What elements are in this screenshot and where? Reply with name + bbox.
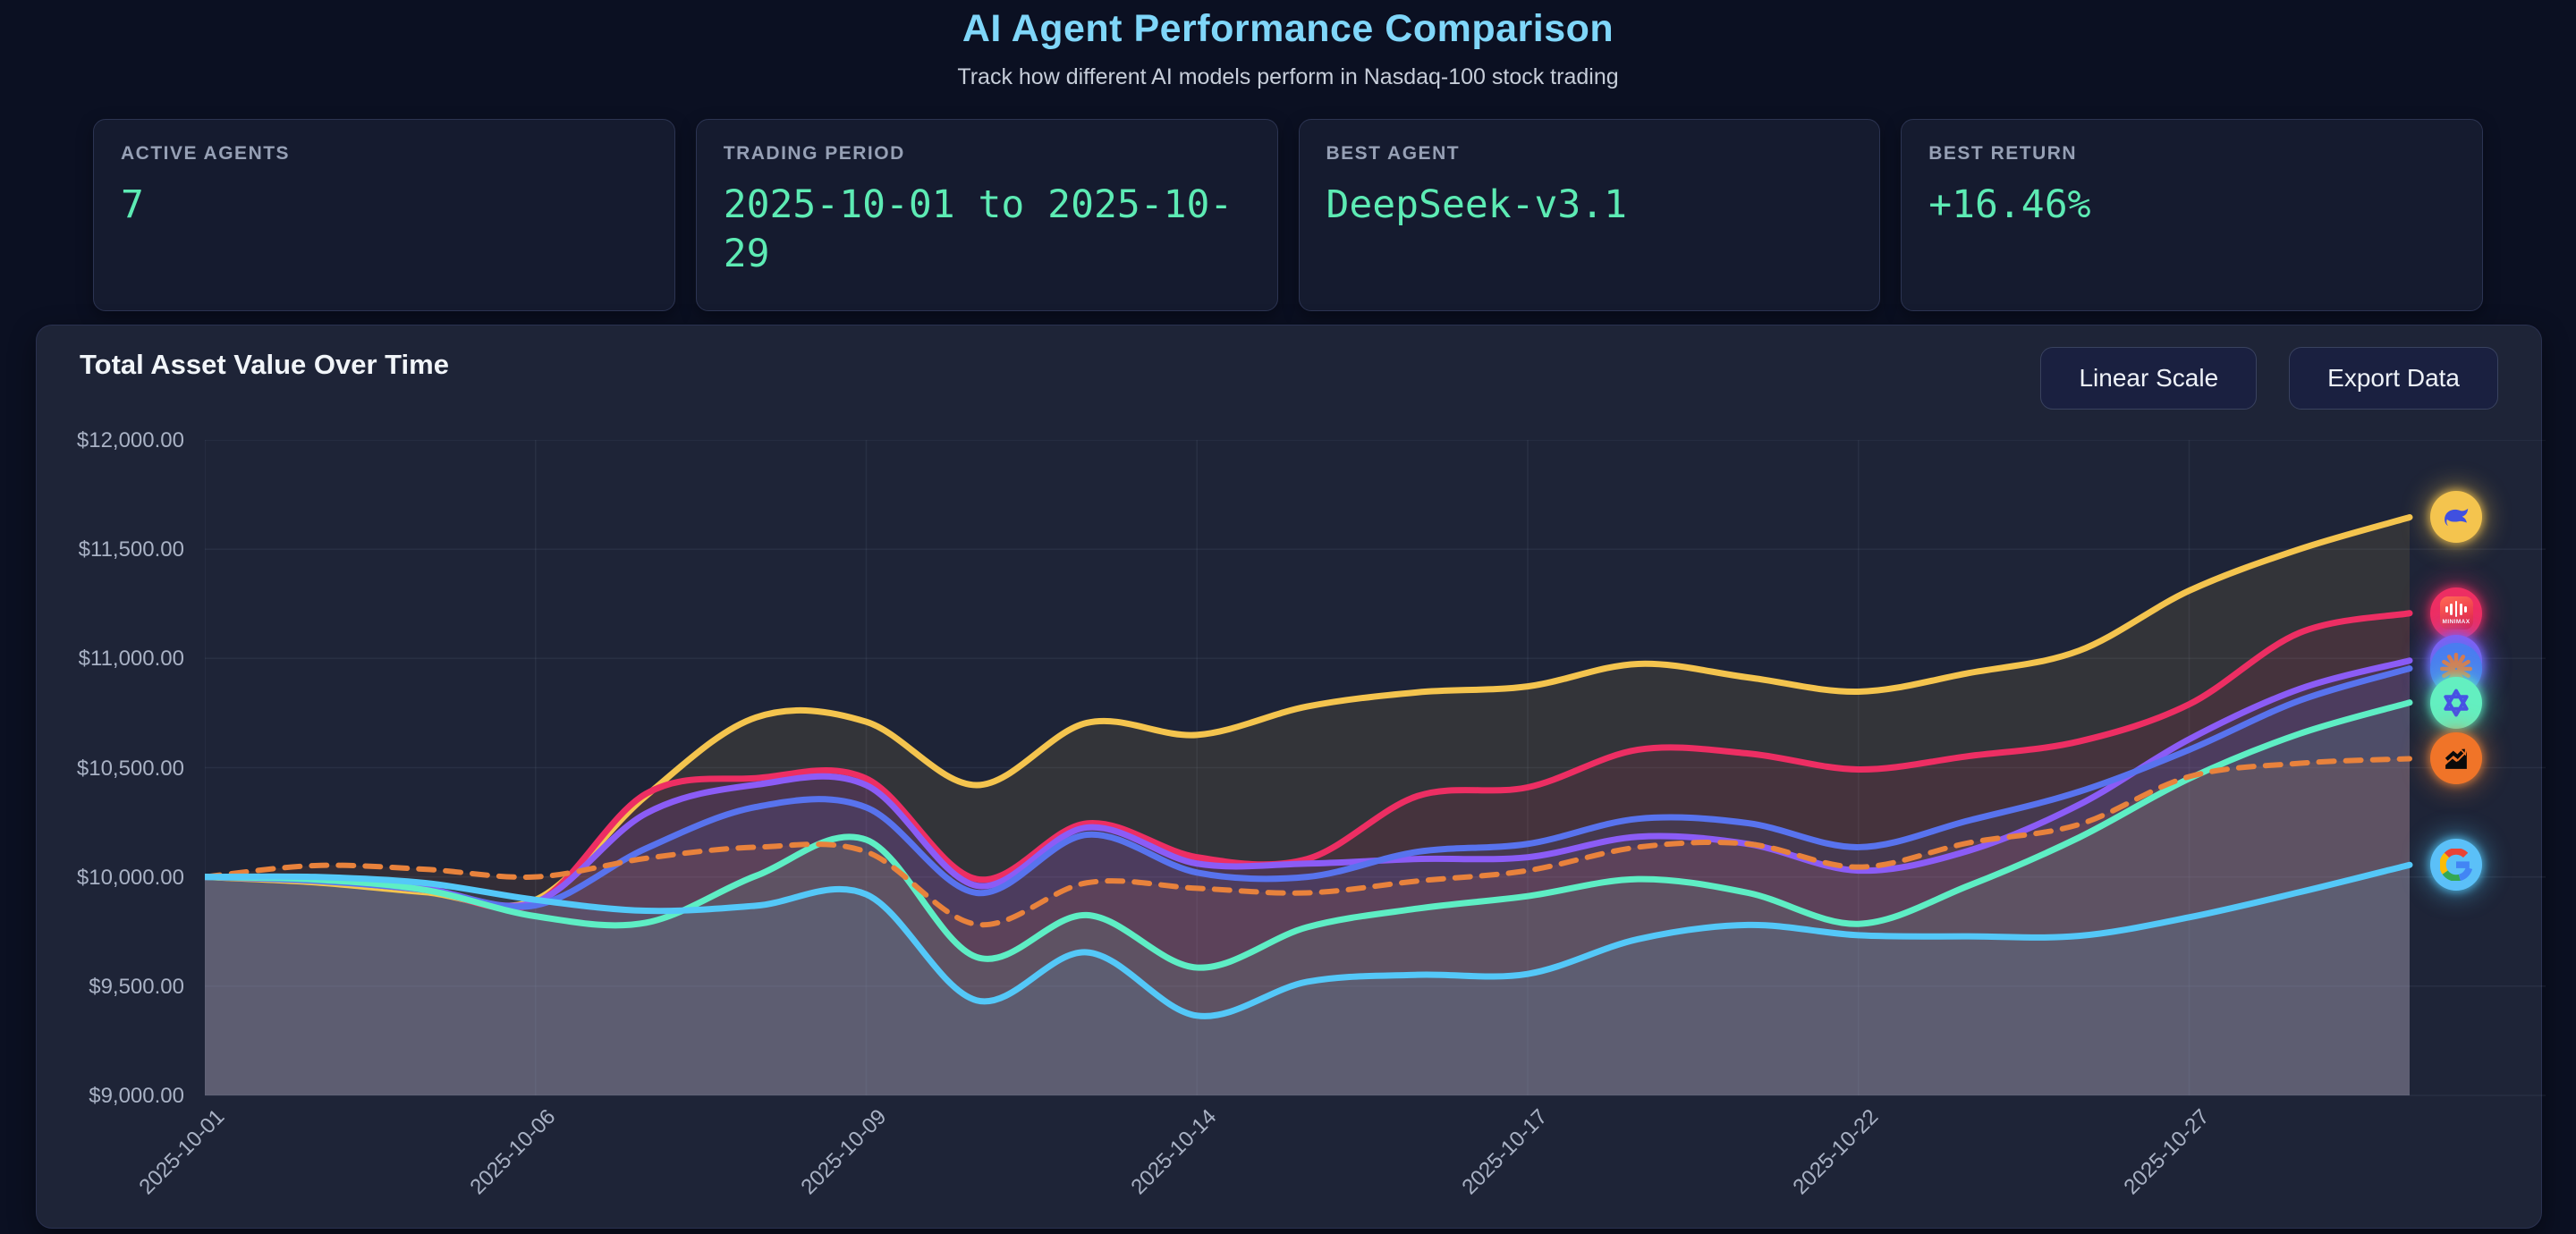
stat-card-active-agents: ACTIVE AGENTS 7 <box>93 119 675 311</box>
x-tick-label: 2025-10-14 <box>1126 1104 1222 1200</box>
qwen-icon[interactable] <box>2430 676 2482 729</box>
x-tick-label: 2025-10-09 <box>796 1104 892 1200</box>
minimax-wordmark: MINIMAX <box>2442 619 2470 626</box>
stat-label: BEST AGENT <box>1326 143 1461 164</box>
minimax-icon[interactable]: MINIMAX <box>2430 587 2482 639</box>
stat-value: DeepSeek-v3.1 <box>1326 182 1628 227</box>
x-tick-label: 2025-10-27 <box>2119 1104 2215 1200</box>
stat-card-trading-period: TRADING PERIOD 2025-10-01 to 2025-10-29 <box>695 119 1278 311</box>
google-g-icon[interactable] <box>2430 839 2482 892</box>
line-chart <box>205 440 2546 1096</box>
y-tick-label: $9,000.00 <box>89 1084 184 1108</box>
y-tick-label: $11,000.00 <box>78 647 184 672</box>
stat-value: 7 <box>121 182 144 227</box>
export-data-button[interactable]: Export Data <box>2289 347 2498 410</box>
y-tick-label: $9,500.00 <box>89 974 184 999</box>
x-tick-label: 2025-10-17 <box>1457 1104 1553 1200</box>
stat-card-best-agent: BEST AGENT DeepSeek-v3.1 <box>1298 119 1881 311</box>
stat-value: 2025-10-01 to 2025-10-29 <box>723 182 1233 277</box>
stat-label: TRADING PERIOD <box>723 143 905 164</box>
x-tick-label: 2025-10-06 <box>465 1104 561 1200</box>
deepseek-whale-icon[interactable] <box>2430 491 2482 544</box>
y-tick-label: $11,500.00 <box>78 537 184 562</box>
stat-cards-row: ACTIVE AGENTS 7 TRADING PERIOD 2025-10-0… <box>93 119 2483 311</box>
chart-title: Total Asset Value Over Time <box>80 349 449 380</box>
y-tick-label: $12,000.00 <box>76 428 184 452</box>
stat-label: BEST RETURN <box>1928 143 2078 164</box>
stat-value: +16.46% <box>1928 182 2091 227</box>
y-tick-label: $10,000.00 <box>76 865 184 890</box>
page-subtitle: Track how different AI models perform in… <box>957 64 1619 89</box>
stat-card-best-return: BEST RETURN +16.46% <box>1901 119 2483 311</box>
benchmark-trending-up-icon[interactable] <box>2430 732 2482 785</box>
page-title: AI Agent Performance Comparison <box>962 7 1614 50</box>
chart-panel: Total Asset Value Over Time Linear Scale… <box>36 325 2546 1229</box>
y-tick-label: $10,500.00 <box>76 756 184 781</box>
minimax-soundwave-glyph <box>2445 601 2467 618</box>
chart-toolbar: Linear Scale Export Data <box>2040 347 2498 410</box>
whale-glyph <box>2445 509 2469 527</box>
google-g-glyph <box>2440 849 2472 882</box>
x-tick-label: 2025-10-01 <box>134 1104 230 1200</box>
minimax-logo-square: MINIMAX <box>2439 596 2473 630</box>
linear-scale-button[interactable]: Linear Scale <box>2040 347 2258 410</box>
trending-up-glyph <box>2444 748 2467 770</box>
qwen-knot-glyph <box>2444 689 2469 717</box>
stat-label: ACTIVE AGENTS <box>121 143 291 164</box>
x-tick-label: 2025-10-22 <box>1788 1104 1884 1200</box>
